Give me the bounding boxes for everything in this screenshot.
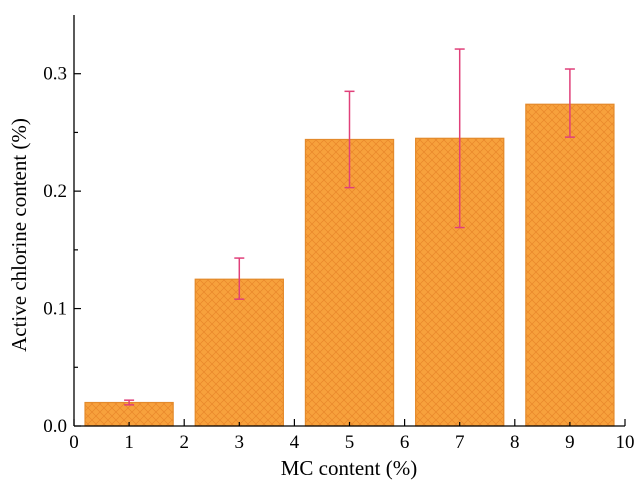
ticks-layer: 0 1 2 3 4 5 6 7 8 9 10 0.0 0.1 0.2 0.3 — [43, 64, 634, 453]
bar — [525, 103, 615, 427]
y-tick-label: 0.1 — [43, 299, 67, 320]
x-tick-label: 3 — [235, 432, 245, 453]
x-tick-label: 2 — [179, 432, 189, 453]
x-tick-label: 6 — [400, 432, 410, 453]
error-bars-layer — [124, 48, 575, 406]
x-tick-label: 5 — [345, 432, 355, 453]
y-tick-label: 0.3 — [43, 64, 67, 85]
y-axis-title: Active chlorine content (%) — [7, 118, 31, 352]
x-tick-label: 8 — [510, 432, 520, 453]
x-tick-label: 4 — [290, 432, 300, 453]
x-tick-label: 1 — [124, 432, 134, 453]
y-tick-label: 0.2 — [43, 181, 67, 202]
x-tick-label: 0 — [69, 432, 79, 453]
x-axis-title: MC content (%) — [281, 456, 417, 480]
bar — [194, 278, 284, 427]
x-tick-label: 9 — [565, 432, 575, 453]
x-tick-label: 7 — [455, 432, 465, 453]
x-tick-label: 10 — [616, 432, 635, 453]
y-tick-label: 0.0 — [43, 416, 67, 437]
